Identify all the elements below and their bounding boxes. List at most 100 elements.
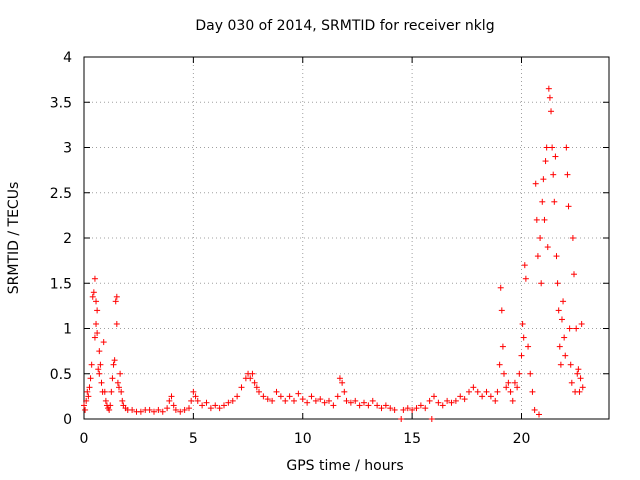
data-point xyxy=(102,397,109,404)
data-point xyxy=(93,320,100,327)
data-point xyxy=(119,397,126,404)
data-point xyxy=(88,361,95,368)
data-point xyxy=(561,334,568,341)
data-point xyxy=(571,271,577,278)
data-point xyxy=(565,203,572,210)
data-point xyxy=(118,388,125,395)
data-point xyxy=(545,85,552,92)
data-point xyxy=(91,334,98,341)
data-point xyxy=(113,293,120,300)
data-point xyxy=(417,402,424,409)
data-point xyxy=(203,399,210,406)
data-point xyxy=(505,379,512,386)
data-point xyxy=(177,408,184,415)
data-point xyxy=(101,388,108,395)
data-point xyxy=(339,379,346,386)
data-point xyxy=(100,339,107,346)
data-point xyxy=(543,144,550,151)
data-point xyxy=(343,397,350,404)
data-point xyxy=(554,280,561,287)
data-point xyxy=(321,399,328,406)
x-tick-label: 15 xyxy=(403,431,421,447)
data-point xyxy=(494,388,501,395)
data-point xyxy=(111,357,118,364)
data-point xyxy=(391,406,398,413)
data-point xyxy=(533,216,540,223)
data-point xyxy=(452,397,459,404)
data-point xyxy=(82,406,89,413)
data-point xyxy=(238,384,245,391)
data-point xyxy=(479,393,486,400)
data-point xyxy=(457,393,464,400)
data-point xyxy=(94,307,101,314)
x-axis-label: GPS time / hours xyxy=(286,458,403,474)
data-point xyxy=(129,406,136,413)
data-point xyxy=(548,108,555,115)
data-point xyxy=(499,343,506,350)
data-point xyxy=(164,405,171,412)
data-point xyxy=(312,397,319,404)
data-point xyxy=(94,330,101,337)
data-point xyxy=(110,361,117,368)
x-tick-label: 0 xyxy=(80,431,89,447)
data-point xyxy=(509,397,516,404)
data-point xyxy=(155,406,162,413)
data-point xyxy=(382,402,389,409)
data-point xyxy=(574,370,581,377)
data-point xyxy=(341,388,348,395)
data-point xyxy=(374,402,381,409)
data-point xyxy=(304,399,311,406)
data-point xyxy=(89,293,96,300)
data-point xyxy=(108,388,115,395)
data-point xyxy=(216,405,223,412)
data-point xyxy=(409,406,416,413)
data-point xyxy=(229,397,236,404)
data-point xyxy=(540,176,547,183)
data-point xyxy=(444,397,451,404)
data-point xyxy=(428,416,435,422)
data-point xyxy=(234,393,241,400)
data-point xyxy=(527,370,534,377)
data-point xyxy=(192,393,199,400)
data-point xyxy=(326,397,332,404)
data-point xyxy=(501,370,507,377)
data-point xyxy=(562,352,569,359)
data-point xyxy=(225,399,232,406)
data-point xyxy=(365,402,372,409)
data-point xyxy=(573,325,580,332)
data-point xyxy=(539,198,546,205)
data-point xyxy=(546,94,553,101)
data-point xyxy=(207,405,214,412)
data-point xyxy=(286,393,293,400)
data-point xyxy=(282,397,289,404)
data-point xyxy=(87,375,94,382)
data-point xyxy=(520,334,527,341)
data-point xyxy=(168,393,175,400)
data-point xyxy=(199,402,206,409)
data-point xyxy=(496,361,503,368)
data-point xyxy=(492,397,499,404)
data-point xyxy=(106,406,113,413)
data-point xyxy=(529,388,536,395)
data-point xyxy=(194,397,201,404)
data-point xyxy=(566,325,573,332)
data-point xyxy=(96,370,103,377)
data-point xyxy=(550,171,557,178)
data-point xyxy=(532,180,539,187)
data-point xyxy=(564,171,571,178)
data-point xyxy=(516,370,523,377)
data-point xyxy=(190,388,197,395)
data-point xyxy=(253,384,260,391)
data-point xyxy=(431,393,437,400)
data-point xyxy=(503,384,510,391)
data-point xyxy=(521,262,528,269)
y-tick-label: 3 xyxy=(63,141,72,157)
x-tick-label: 10 xyxy=(294,431,312,447)
data-point xyxy=(567,361,574,368)
data-point xyxy=(560,298,567,305)
data-point xyxy=(387,405,394,412)
data-point xyxy=(107,402,114,409)
data-point xyxy=(538,280,545,287)
data-point xyxy=(277,393,284,400)
data-point xyxy=(378,405,385,412)
